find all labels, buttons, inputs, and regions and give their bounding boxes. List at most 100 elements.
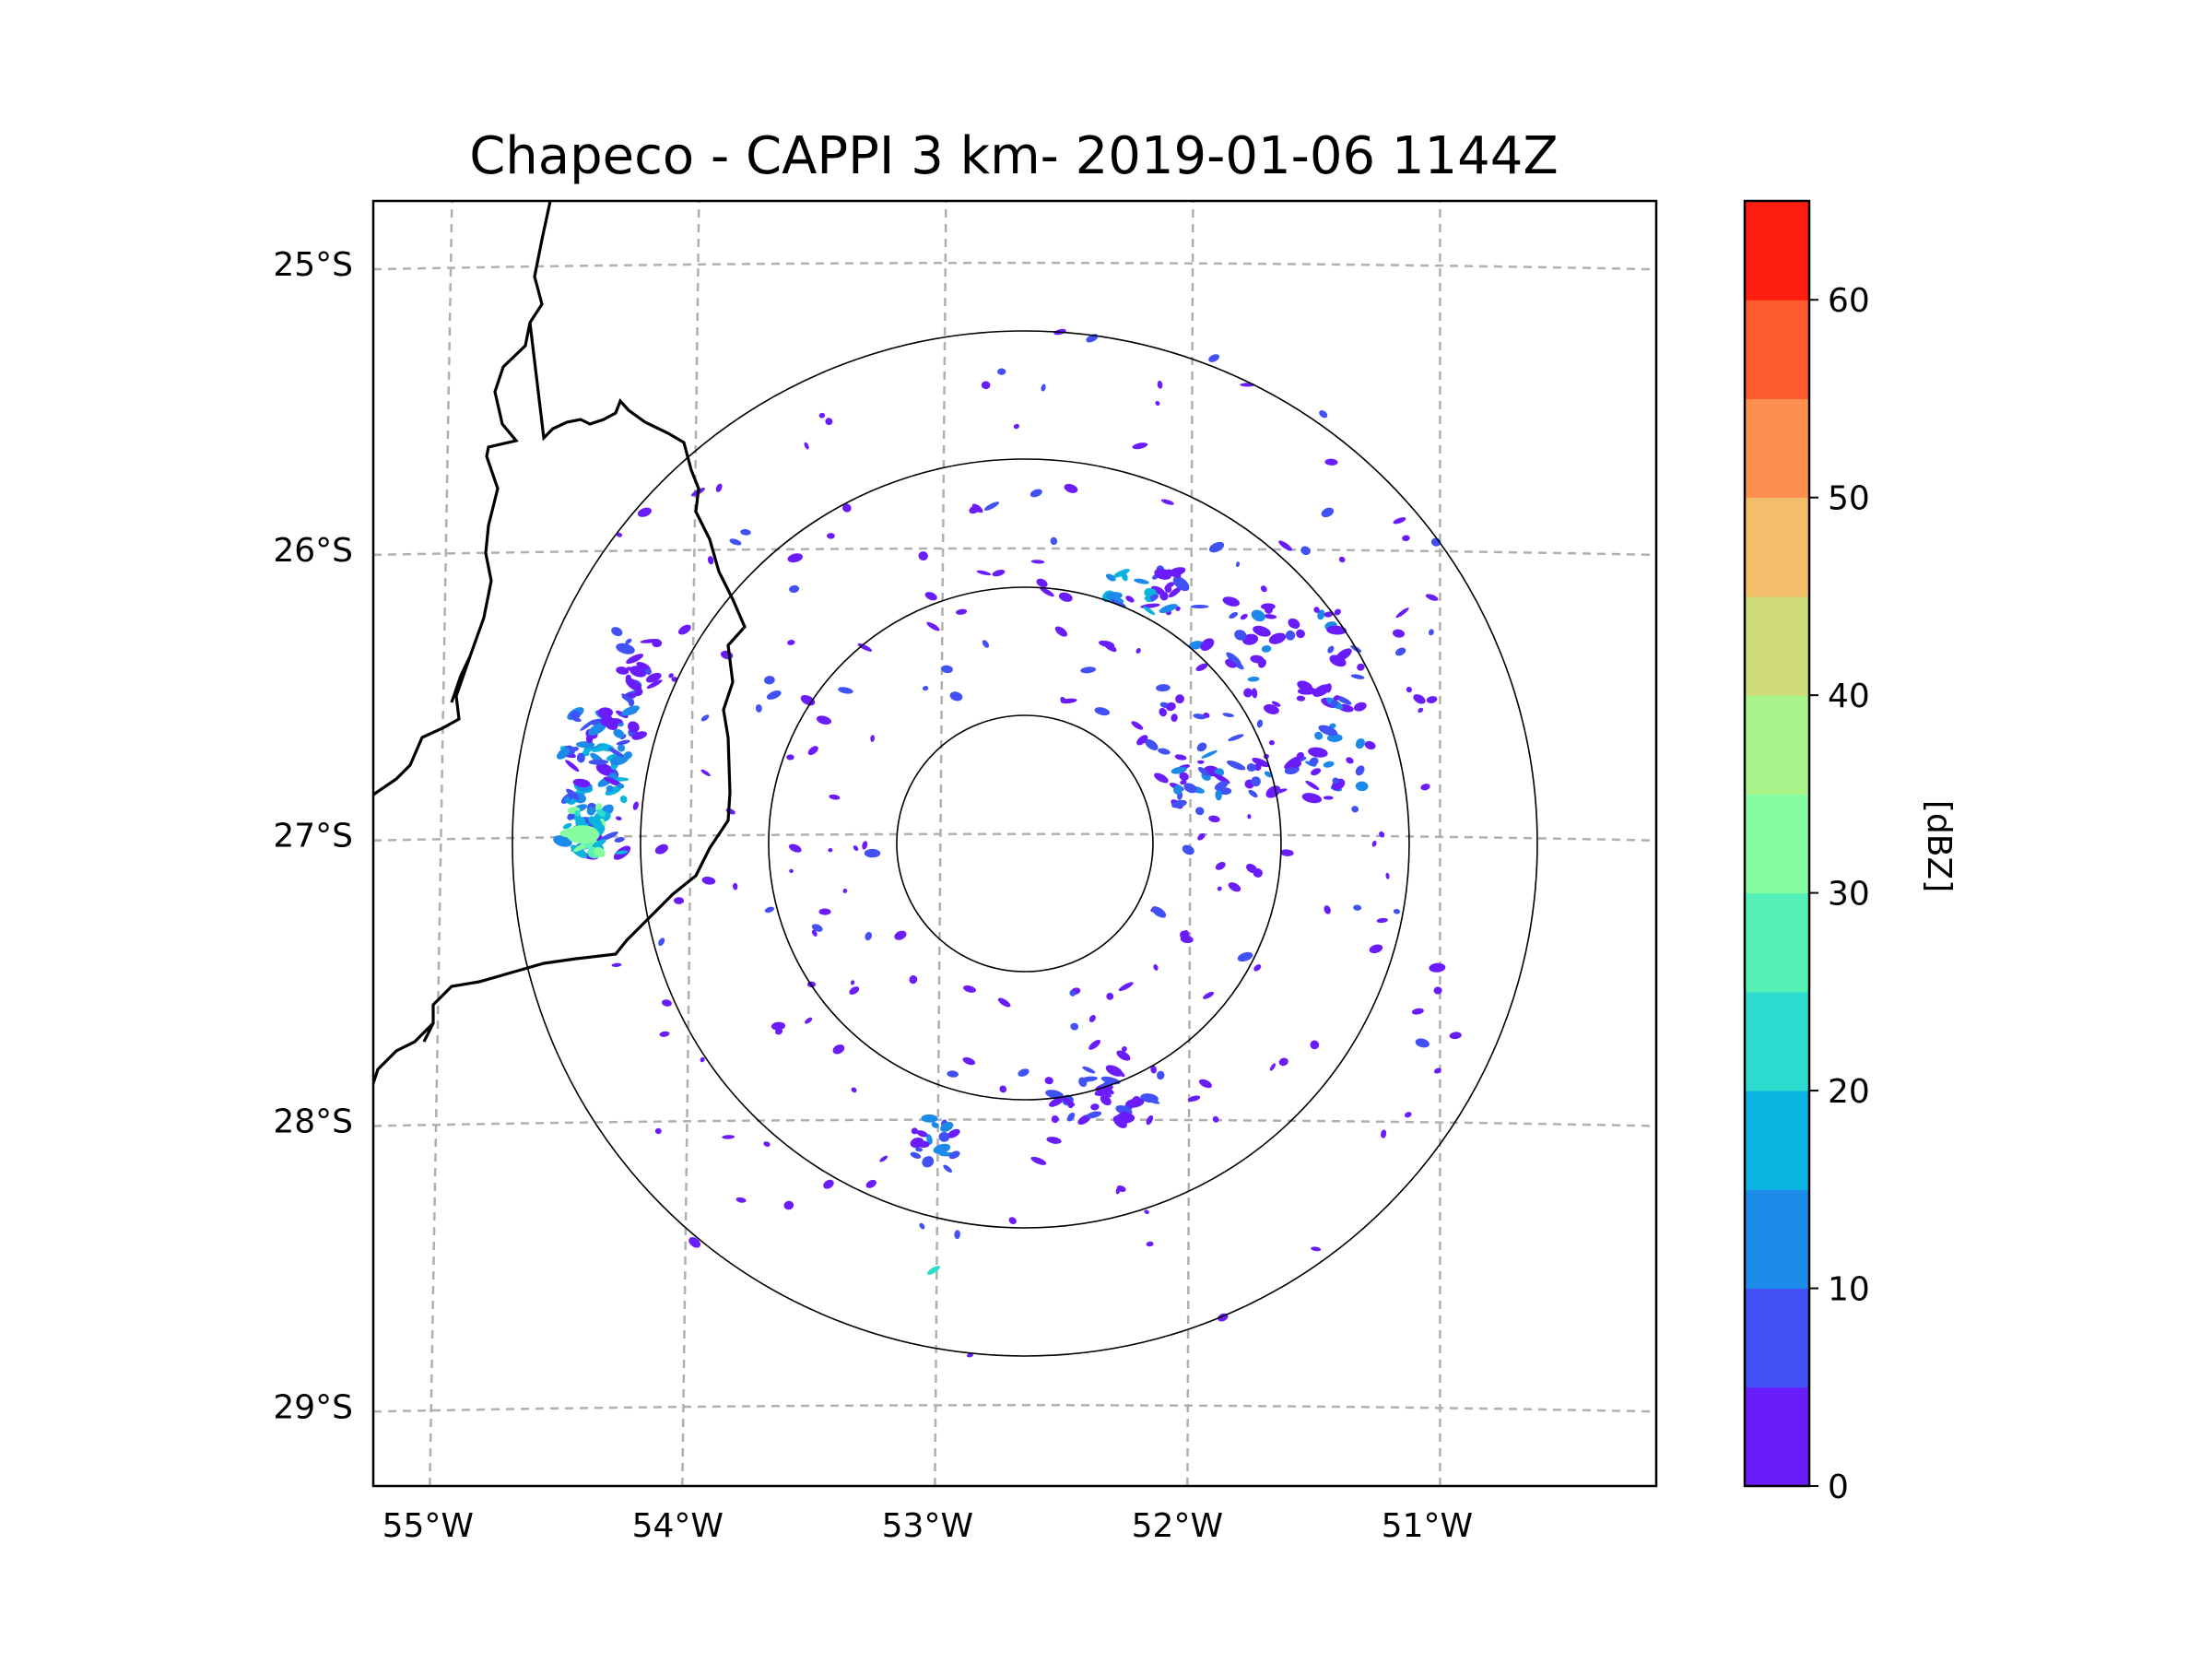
echo-cell [1195,663,1208,671]
echo-cell [1198,1079,1212,1089]
echo-cell [1285,630,1296,641]
echo-cell [574,810,581,817]
echo-cell [595,762,615,776]
echo-cell [1330,700,1338,708]
echo-cell [1326,625,1347,635]
echo-cell [1030,489,1042,498]
echo-cell [1251,609,1265,622]
echo-cell [1208,354,1220,362]
border-line-south [422,1022,435,1043]
echo-cell [1182,844,1194,855]
echo-cell [826,533,835,539]
x-tick-label: 54°W [632,1507,724,1545]
echo-cell [771,1021,786,1031]
echo-cell [1317,609,1325,620]
echo-cell [1131,721,1144,730]
echo-cell [1297,680,1312,691]
echo-cell [1154,773,1169,784]
echo-cell [621,705,640,716]
echo-cell [1256,719,1264,728]
echo-cell [853,845,859,851]
echo-cell [1151,906,1167,918]
echo-cell [1351,806,1359,813]
echo-cell [1228,882,1241,892]
echo-cell [1197,832,1206,841]
echo-cell [1036,578,1048,588]
echo-cell [1066,1112,1076,1122]
echo-cell [1150,1065,1157,1074]
echo-cell [614,837,625,843]
echo-cell [865,1179,877,1188]
echo-cell [597,707,614,718]
echo-cell [1246,763,1256,773]
echo-cell [911,1127,918,1135]
echo-cell [1324,458,1338,466]
echo-cell [1364,740,1376,750]
echo-cell [580,719,595,731]
echo-cell [1046,1137,1062,1144]
echo-cell [1064,483,1078,493]
echo-cell [1284,756,1301,770]
echo-cell [1311,768,1322,776]
colorbar-tick-label: 0 [1828,1468,1849,1506]
echo-cell [941,665,953,674]
echo-cell [1296,695,1306,702]
echo-cell [1393,517,1406,525]
echo-cell [1415,1038,1430,1048]
echo-cell [999,1085,1007,1093]
echo-cell [566,788,580,800]
colorbar-segment [1745,1288,1809,1388]
echo-cell [922,1156,935,1168]
echo-cell [616,643,635,655]
echo-cell [1110,598,1126,608]
echo-cell [617,744,626,752]
echo-cell [594,846,606,858]
echo-cell [918,551,928,561]
echo-cell [585,736,594,744]
echo-cell [1158,748,1171,755]
echo-cell [1381,1129,1387,1138]
parallel-gridline [373,1118,1656,1127]
echo-cell [616,666,629,675]
echo-cell [1300,546,1311,556]
echo-cell [573,843,587,853]
echo-cell [787,553,804,563]
echo-cell [611,962,622,968]
echo-cell [637,507,652,517]
echo-cell [933,1143,951,1154]
colorbar: 0 10 20 30 40 50 60 [1743,199,1870,1506]
echo-cell [588,723,606,736]
echo-cell [816,715,832,725]
echo-cell [909,974,918,985]
echo-cell [1301,793,1323,804]
echo-cell [715,483,723,492]
echo-cell [635,689,643,697]
echo-cell [1171,714,1178,723]
echo-cell [575,816,586,828]
echo-cell [617,783,625,789]
echo-cell [701,876,716,885]
echo-cell [1197,760,1205,764]
echo-cell [943,1164,952,1173]
echo-cell [1346,757,1354,764]
echo-cell [1040,587,1054,597]
echo-cell [1172,784,1183,795]
echo-cell [1288,618,1300,630]
echo-cell [1261,644,1272,653]
echo-cell [1222,713,1234,717]
echo-cell [1159,604,1178,614]
echo-cell [789,868,794,874]
echo-cell [1134,578,1149,584]
meridian-gridline [681,201,700,1486]
echo-cell [1263,703,1279,714]
echo-cell [1243,688,1253,698]
echo-cell [1335,695,1352,705]
colorbar-segment [1745,300,1809,399]
echo-cell [1086,1111,1102,1119]
echo-cell [805,1017,813,1024]
y-tick-label: 28°S [273,1103,353,1140]
echo-cell [1106,592,1123,600]
echo-cell [811,924,823,932]
echo-cell [1067,1102,1074,1109]
range-ring [640,458,1410,1229]
